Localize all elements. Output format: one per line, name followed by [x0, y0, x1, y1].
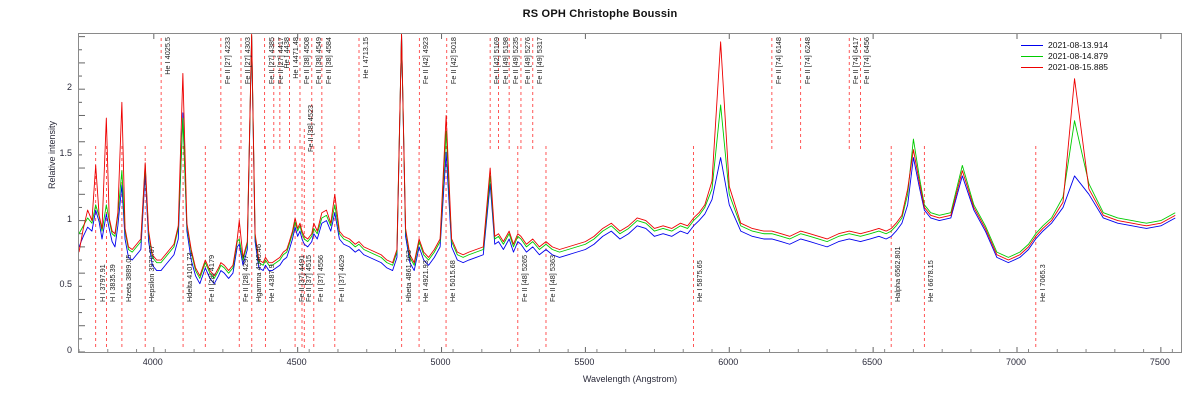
legend-item[interactable]: 2021-08-13.914	[1021, 40, 1108, 51]
annotation-label: Fe II [49] 5317	[534, 37, 544, 85]
x-tick-label: 5000	[430, 357, 451, 367]
legend-item[interactable]: 2021-08-15.885	[1021, 62, 1108, 73]
annotation-label: Fe II [42] 5018	[448, 37, 458, 85]
y-tick-label: 2	[66, 82, 72, 93]
legend-color-swatch	[1021, 67, 1043, 68]
annotation-label: Fe II [27] 4233	[222, 37, 232, 85]
annotation-label: Fe II [38] 4508	[301, 37, 311, 85]
annotation-label: Fe II [74] 6248	[802, 37, 812, 85]
annotation-label: H I 3835.39	[108, 264, 118, 302]
annotation-label: He I 5875.65	[695, 260, 705, 302]
annotation-label: Hgamma 4340.46	[253, 243, 263, 302]
annotation-label: Fe II [37] 4556	[315, 254, 325, 302]
annotation-label: Fe II [27] 4385	[266, 37, 276, 85]
y-tick-label: 0	[66, 345, 72, 355]
annotation-label: Fe II [48] 5363	[547, 254, 557, 302]
annotation-label: Fe II [42] 4923	[421, 37, 431, 85]
annotation-label: Fe II [74] 6148	[773, 37, 783, 85]
page-title: RS OPH Christophe Boussin	[522, 8, 678, 20]
annotation-label: He I 4025.5	[163, 37, 173, 75]
annotation-label: H I 3797.91	[97, 264, 107, 302]
annotation-label: He I 4387.9	[267, 264, 277, 302]
legend-label: 2021-08-13.914	[1048, 40, 1109, 50]
annotation-label: Fe II [42] 5169	[492, 37, 502, 85]
legend: 2021-08-13.914 2021-08-14.879 2021-08-15.8…	[1018, 37, 1113, 76]
annotation-label: Fe II [37] 4515	[303, 254, 313, 302]
y-tick-label: 1	[66, 213, 72, 224]
x-tick-label: 6000	[718, 357, 739, 367]
legend-label: 2021-08-14.879	[1048, 51, 1109, 61]
annotation-label: Fe II [28] 4297	[241, 254, 251, 302]
annotation-label: Fe II [74] 6456	[862, 37, 872, 85]
legend-label: 2021-08-15.885	[1048, 62, 1109, 72]
spectrum-line	[79, 34, 1176, 279]
x-axis-label: Wavelength (Angstrom)	[582, 374, 678, 384]
annotation-label: Fe II [74] 6417	[851, 37, 861, 85]
annotation-label: Fe II [38] 4523	[306, 104, 316, 152]
x-tick-label: 4000	[142, 357, 163, 367]
legend-item[interactable]: 2021-08-14.879	[1021, 51, 1108, 62]
annotation-label: Hzeta 3889.05	[123, 254, 133, 302]
annotation-label: Fe II [49] 5198	[500, 37, 510, 85]
y-tick-label: 0.5	[59, 279, 72, 290]
y-tick-label: 1.5	[59, 147, 72, 158]
x-tick-label: 7500	[1149, 357, 1170, 367]
annotation-label: He I 7065.3	[1037, 264, 1047, 302]
annotation-label: Fe II [38] 4584	[323, 37, 333, 85]
spectrum-line	[79, 34, 1176, 285]
annotation-label: Fe II [27] 4303	[242, 37, 252, 85]
spectrum-plot-svg	[79, 34, 1176, 352]
annotation-label: Fe II [48] 5265	[519, 254, 529, 302]
x-tick-label: 6500	[862, 357, 883, 367]
annotation-label: Halpha 6562.801	[893, 246, 903, 302]
annotation-label: Hdelta 4101.73	[185, 252, 195, 303]
annotation-label: He I 5015.68	[448, 260, 458, 302]
annotation-label: He I 4921.93	[421, 260, 431, 302]
spectrum-line	[79, 34, 1176, 277]
annotation-label: Hepsilon 3970.07	[147, 245, 157, 302]
annotation-label: He I 4713.15	[361, 37, 370, 79]
annotation-label: Hbeta 4861.363	[403, 250, 413, 302]
annotation-label: Fe II [37] 4629	[336, 254, 346, 302]
annotation-label: He I 4438	[281, 37, 291, 69]
annotation-label: He I 4471.48	[291, 37, 301, 79]
x-tick-label: 7000	[1005, 357, 1026, 367]
x-tick-label: 4500	[286, 357, 307, 367]
annotation-label: Fe II [28] 4179	[207, 254, 217, 302]
legend-color-swatch	[1021, 56, 1043, 57]
annotation-label: Fe II [38] 4549	[313, 37, 323, 85]
plot-area: H I 3797.91 H I 3835.39 Hzeta 3889.05 Hepsi…	[78, 33, 1182, 353]
x-tick-label: 5500	[574, 357, 595, 367]
legend-color-swatch	[1021, 45, 1043, 46]
annotation-label: Fe II [49] 5276	[522, 37, 532, 85]
annotation-label: Fe II [49] 5235	[511, 37, 521, 85]
annotation-label: He I 6678.15	[926, 260, 936, 302]
